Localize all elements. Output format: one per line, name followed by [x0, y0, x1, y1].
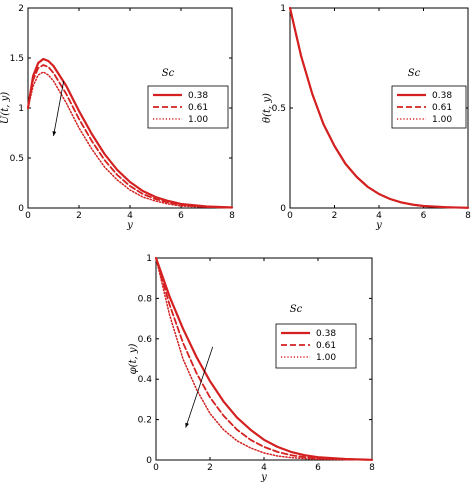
legend-entry-label: 1.00: [316, 353, 336, 363]
legend-title: Sc: [162, 68, 175, 79]
series-line-sc-0-61: [27, 64, 233, 209]
y-tick-label: 0: [280, 204, 286, 214]
y-tick-label: 0.2: [138, 416, 152, 426]
legend-entry-label: 0.38: [316, 329, 336, 339]
y-tick-label: 2: [18, 4, 24, 14]
trend-arrow-line: [53, 80, 65, 137]
x-tick-label: 0: [25, 211, 31, 221]
series-line-sc-1-00: [289, 7, 469, 209]
x-tick-label: 2: [76, 211, 82, 221]
series-line-sc-1-00: [155, 257, 373, 461]
x-tick-label: 8: [465, 211, 471, 221]
legend-title: Sc: [290, 304, 303, 315]
y-tick-label: 0.5: [10, 154, 24, 164]
x-tick-label: 4: [376, 211, 382, 221]
x-tick-label: 6: [315, 463, 321, 473]
y-axis-label: φ(t, y): [128, 343, 139, 374]
x-tick-label: 6: [421, 211, 427, 221]
legend-entry-label: 1.00: [432, 115, 452, 125]
y-tick-label: 1: [280, 4, 286, 14]
legend-box: [147, 85, 229, 129]
x-tick-label: 2: [332, 211, 338, 221]
y-tick-label: 1.5: [10, 54, 24, 64]
y-tick-label: 0: [18, 204, 24, 214]
legend-title: Sc: [408, 68, 421, 79]
x-tick-label: 8: [369, 463, 375, 473]
chart-panel-3: 0 2 4 6 8 0 0.2 0.4 0.6 0.8 1 y φ(t, y) Sc 0.38 0.61 1.0…: [128, 254, 375, 483]
y-tick-label: 0: [146, 456, 152, 466]
trend-arrow-line: [185, 346, 214, 428]
legend-entry-label: 1.00: [188, 115, 208, 125]
y-tick-label: 0.5: [272, 104, 286, 114]
legend-box: [275, 323, 357, 369]
y-tick-label: 0.4: [138, 375, 153, 385]
x-tick-label: 2: [207, 463, 213, 473]
legend-entry-label: 0.61: [316, 341, 336, 351]
legend-entry-label: 0.38: [188, 91, 208, 101]
y-axis-label: U(t, y): [0, 92, 11, 124]
x-tick-label: 0: [153, 463, 159, 473]
x-axis-label: y: [260, 472, 267, 483]
chart-panel-2: 0 2 4 6 8 0 0.5 1 y θ(t, y) Sc 0.38 0.61 1.00: [262, 4, 471, 231]
series-line-sc-1-00: [27, 71, 233, 209]
legend-entry-label: 0.61: [188, 103, 208, 113]
y-tick-label: 1: [146, 254, 152, 264]
chart-panel-1: 0 2 4 6 8 0 0.5 1 1.5 2 y U(t, y) Sc 0.38 0.61 1.00: [0, 4, 235, 231]
x-axis-label: y: [126, 220, 133, 231]
trend-arrow-head: [185, 422, 190, 428]
x-tick-label: 4: [261, 463, 267, 473]
legend-entry-label: 0.61: [432, 103, 452, 113]
trend-arrow-head: [52, 131, 57, 136]
y-tick-label: 1: [18, 104, 24, 114]
x-tick-label: 6: [178, 211, 184, 221]
x-tick-label: 4: [127, 211, 133, 221]
legend-box: [391, 85, 467, 129]
y-axis-label: θ(t, y): [262, 93, 273, 123]
x-tick-label: 8: [229, 211, 235, 221]
series-line-sc-0-38: [26, 57, 234, 209]
series-line-sc-0-38: [154, 256, 374, 461]
legend-entry-label: 0.38: [432, 91, 452, 101]
x-tick-label: 0: [287, 211, 293, 221]
x-axis-label: y: [375, 220, 382, 231]
y-tick-label: 0.8: [138, 294, 153, 304]
series-line-sc-0-61: [155, 257, 373, 461]
y-tick-label: 0.6: [138, 335, 153, 345]
